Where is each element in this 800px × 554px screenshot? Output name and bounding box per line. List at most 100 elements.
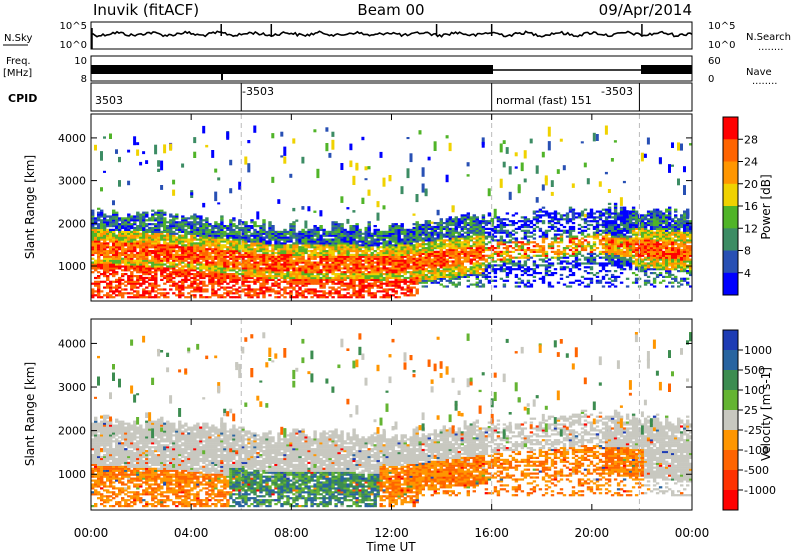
power-cell-1382 (205, 265, 209, 268)
power-cell-2885 (343, 296, 347, 299)
power-cell-4321 (478, 268, 482, 271)
power-cell-724 (148, 228, 152, 231)
power-cell-2446 (301, 261, 305, 264)
power-cell-145 (103, 275, 107, 278)
power-cell-2260 (283, 242, 287, 245)
power-cell-1277 (196, 263, 200, 266)
power-cell-97 (97, 232, 101, 235)
power-cell-3007 (352, 244, 356, 247)
power-cell-2438 (301, 278, 305, 281)
power-cell-742 (151, 261, 155, 264)
power-cell-2016 (259, 225, 263, 228)
power-cell-314 (115, 240, 119, 243)
power-cell-4221 (466, 174, 470, 177)
power-cell-4215 (466, 223, 470, 227)
power-cell-4281 (475, 285, 479, 288)
power-cell-875 (160, 217, 164, 220)
power-cell-2280 (286, 265, 290, 268)
power-cell-1908 (250, 244, 254, 247)
power-cell-2625 (319, 290, 323, 293)
power-cell-3306 (379, 230, 383, 233)
power-cell-2087 (268, 286, 272, 289)
power-cell-950 (169, 280, 173, 283)
power-cell-743 (151, 259, 155, 262)
power-cell-1837 (244, 244, 248, 247)
power-cell-1615 (223, 225, 227, 228)
power-cell-3345 (385, 282, 389, 285)
power-cell-669 (145, 269, 149, 272)
power-cell-91 (97, 244, 101, 247)
power-cell-3556 (403, 255, 407, 258)
power-cell-886 (163, 282, 167, 285)
power-cell-905 (163, 236, 167, 239)
power-cell-4317 (478, 281, 482, 284)
power-cell-3240 (373, 240, 377, 243)
power-cell-260 (112, 265, 116, 268)
power-cell-4811 (544, 210, 549, 213)
power-cell-6 (91, 271, 95, 274)
power-cell-2010 (259, 236, 263, 239)
power-cell-2105 (268, 238, 272, 241)
power-cell-2283 (286, 259, 290, 262)
power-cell-3941 (439, 229, 443, 232)
power-cell-528 (133, 238, 137, 241)
power-cell-3581 (406, 263, 410, 266)
power-cell-3812 (427, 247, 431, 250)
power-cell-556 (136, 261, 140, 264)
power-cell-2134 (271, 248, 275, 251)
power-cell-4592 (514, 273, 519, 277)
power-cell-4100 (454, 222, 458, 225)
power-cell-2393 (295, 244, 299, 247)
power-cell-4761 (538, 227, 543, 230)
power-cell-3242 (373, 234, 377, 237)
power-cell-3799 (427, 275, 431, 278)
power-cell-4405 (487, 262, 492, 265)
power-cell-1467 (211, 236, 215, 239)
power-cell-1202 (190, 257, 194, 260)
power-cell-3048 (355, 232, 359, 235)
power-cell-67 (97, 296, 101, 299)
power-cell-1747 (235, 225, 239, 228)
power-cell-95 (97, 236, 101, 239)
power-cell-3842 (430, 250, 434, 253)
power-cell-4434 (490, 237, 495, 240)
power-cell-1885 (247, 140, 251, 144)
power-cell-4693 (526, 225, 531, 229)
power-cell-1427 (208, 246, 212, 249)
power-cell-1802 (241, 246, 245, 249)
power-cell-1962 (256, 271, 260, 274)
power-cell-1501 (214, 234, 218, 237)
power-cell-2373 (295, 284, 299, 287)
power-cell-3911 (436, 225, 440, 229)
power-cell-709 (148, 267, 152, 270)
power-cell-1801 (241, 248, 245, 251)
power-cell-711 (148, 261, 152, 264)
power-cell-676 (145, 255, 149, 258)
power-cell-3958 (442, 260, 446, 263)
power-cell-4077 (454, 268, 458, 271)
power-cell-4037 (451, 283, 455, 286)
power-cell-1696 (232, 257, 236, 260)
power-cell-1978 (256, 236, 260, 239)
power-cell-4677 (526, 279, 531, 282)
power-cell-2665 (322, 273, 326, 276)
power-cell-2018 (262, 294, 266, 297)
power-cell-1631 (226, 251, 230, 255)
power-cell-4912 (559, 138, 563, 142)
power-cell-1431 (208, 238, 212, 241)
power-cell-63 (94, 221, 98, 224)
power-cell-3898 (436, 256, 440, 259)
power-cell-2223 (280, 251, 284, 255)
power-cell-237 (109, 238, 113, 241)
power-cell-816 (157, 261, 161, 264)
power-cell-4352 (481, 268, 486, 271)
power-cell-2993 (352, 273, 356, 276)
power-cell-4935 (565, 252, 570, 255)
power-cell-3594 (406, 238, 410, 241)
power-cell-4806 (544, 233, 549, 236)
power-cell-2940 (346, 238, 350, 241)
power-cell-3303 (379, 236, 383, 239)
power-cell-1857 (247, 284, 251, 287)
power-cell-204 (106, 238, 110, 241)
power-cell-2511 (307, 259, 311, 262)
